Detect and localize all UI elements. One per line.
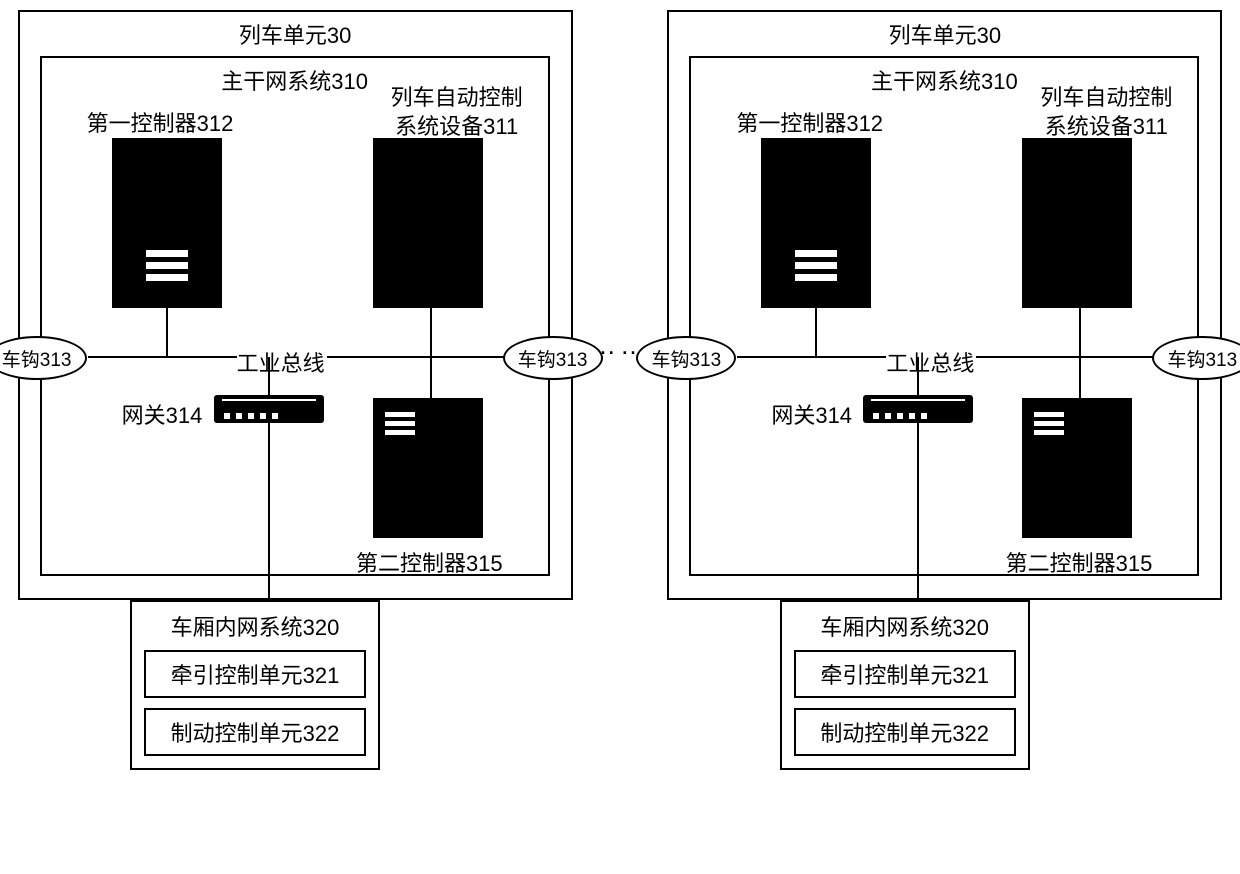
- atc-label-line1: 列车自动控制: [1040, 85, 1172, 110]
- server-stripes-icon: [795, 250, 837, 286]
- connector-line: [166, 308, 168, 357]
- server-stripes-icon: [146, 250, 188, 286]
- coupler-label: 车钩313: [1167, 345, 1237, 372]
- traction-control-unit: 牵引控制单元321: [144, 650, 366, 698]
- gateway-icon: [863, 395, 973, 423]
- carriage-title: 车厢内网系统320: [144, 610, 366, 642]
- gateway-label: 网关314: [122, 398, 203, 430]
- connector-line: [917, 357, 919, 396]
- bus-line: [976, 356, 1155, 358]
- outer-box: 列车单元30 主干网系统310 第一控制器312 列车自动控制 系统设备311 …: [18, 10, 573, 600]
- atc-label: 列车自动控制 系统设备311: [1040, 84, 1172, 141]
- atc-label-line2: 系统设备311: [1045, 114, 1168, 139]
- ellipsis-separator: ……: [580, 10, 659, 361]
- coupler-right: 车钩313: [503, 336, 603, 380]
- atc-label-line1: 列车自动控制: [391, 85, 523, 110]
- gateway-label: 网关314: [771, 398, 852, 430]
- traction-control-unit: 牵引控制单元321: [794, 650, 1016, 698]
- carriage-intranet-box: 车厢内网系统320 牵引控制单元321 制动控制单元322: [130, 600, 380, 770]
- carriage-title: 车厢内网系统320: [794, 610, 1016, 642]
- atc-label-line2: 系统设备311: [395, 114, 518, 139]
- controller1-label: 第一控制器312: [736, 106, 883, 138]
- coupler-right: 车钩313: [1152, 336, 1240, 380]
- outer-title: 列车单元30: [20, 18, 571, 50]
- train-unit-right: 列车单元30 主干网系统310 第一控制器312 列车自动控制 系统设备311 …: [660, 10, 1230, 600]
- bus-line: [88, 356, 237, 358]
- controller2-icon: [1022, 398, 1132, 538]
- outer-box: 列车单元30 主干网系统310 第一控制器312 列车自动控制 系统设备311 …: [667, 10, 1222, 600]
- brake-control-unit: 制动控制单元322: [144, 708, 366, 756]
- controller2-label: 第二控制器315: [356, 546, 503, 578]
- atc-device-icon: [1022, 138, 1132, 308]
- coupler-left: 车钩313: [636, 336, 736, 380]
- server-stripes-icon: [1034, 412, 1064, 439]
- backbone-system-box: 主干网系统310 第一控制器312 列车自动控制 系统设备311 车钩313 车…: [40, 56, 550, 576]
- controller2-label: 第二控制器315: [1006, 546, 1153, 578]
- backbone-system-box: 主干网系统310 第一控制器312 列车自动控制 系统设备311 车钩313 车…: [689, 56, 1199, 576]
- connector-line: [430, 308, 432, 357]
- brake-control-unit: 制动控制单元322: [794, 708, 1016, 756]
- controller1-label: 第一控制器312: [87, 106, 234, 138]
- connector-line: [430, 357, 432, 399]
- connector-line: [1079, 357, 1081, 399]
- train-unit-left: 列车单元30 主干网系统310 第一控制器312 列车自动控制 系统设备311 …: [10, 10, 580, 600]
- connector-line: [268, 357, 270, 396]
- bus-label: 工业总线: [886, 346, 974, 378]
- server-stripes-icon: [385, 412, 415, 439]
- gateway-icon: [214, 395, 324, 423]
- coupler-left: 车钩313: [0, 336, 87, 380]
- atc-label: 列车自动控制 系统设备311: [391, 84, 523, 141]
- connector-line: [815, 308, 817, 357]
- coupler-label: 车钩313: [518, 345, 588, 372]
- controller2-icon: [373, 398, 483, 538]
- connector-line: [1079, 308, 1081, 357]
- carriage-intranet-box: 车厢内网系统320 牵引控制单元321 制动控制单元322: [780, 600, 1030, 770]
- coupler-label: 车钩313: [651, 345, 721, 372]
- controller1-icon: [112, 138, 222, 308]
- controller1-icon: [761, 138, 871, 308]
- bus-line: [327, 356, 506, 358]
- bus-label: 工业总线: [237, 346, 325, 378]
- coupler-label: 车钩313: [2, 345, 72, 372]
- outer-title: 列车单元30: [669, 18, 1220, 50]
- atc-device-icon: [373, 138, 483, 308]
- bus-line: [737, 356, 886, 358]
